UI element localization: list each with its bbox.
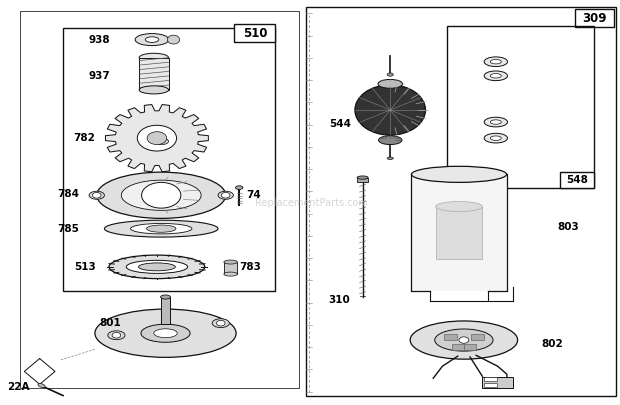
Text: 783: 783 [239,262,261,272]
Text: 310: 310 [329,295,350,305]
Ellipse shape [89,191,104,199]
Bar [471,334,484,340]
Ellipse shape [97,172,226,218]
Text: 513: 513 [74,262,95,272]
Bar [161,297,171,324]
Bar [464,344,476,350]
Ellipse shape [145,37,159,43]
Ellipse shape [224,260,237,264]
Text: 22A: 22A [7,382,29,392]
Ellipse shape [490,60,502,64]
Ellipse shape [379,136,402,145]
Ellipse shape [435,329,493,351]
Ellipse shape [378,79,402,88]
Ellipse shape [490,74,502,78]
Text: 803: 803 [557,222,579,232]
Text: 544: 544 [330,119,352,129]
Bar [412,174,507,291]
Ellipse shape [436,202,482,211]
Ellipse shape [355,85,425,135]
Text: 309: 309 [582,12,607,25]
Circle shape [141,182,181,208]
Ellipse shape [122,180,201,210]
Ellipse shape [141,324,190,342]
Ellipse shape [387,73,393,76]
Ellipse shape [218,191,233,199]
Ellipse shape [95,309,236,357]
Ellipse shape [131,224,192,234]
Text: 785: 785 [58,224,79,234]
Text: 937: 937 [89,71,110,81]
Polygon shape [24,358,55,384]
Ellipse shape [38,384,45,388]
Bar [484,383,497,387]
Ellipse shape [484,71,508,81]
Circle shape [221,192,230,198]
Ellipse shape [155,138,169,145]
Ellipse shape [490,136,502,141]
Ellipse shape [154,329,177,338]
Ellipse shape [236,186,243,190]
Circle shape [216,320,225,326]
Ellipse shape [490,120,502,124]
Ellipse shape [484,133,508,143]
Bar [234,24,275,43]
Circle shape [459,337,469,343]
Text: 802: 802 [542,339,564,349]
Bar [482,377,513,388]
Bar [20,11,299,388]
Text: 548: 548 [567,175,588,185]
Bar [445,334,456,340]
Ellipse shape [224,272,237,276]
Text: 784: 784 [58,190,79,199]
Ellipse shape [139,53,169,62]
Ellipse shape [108,331,125,340]
Bar [575,9,614,27]
Ellipse shape [484,117,508,127]
Bar [451,344,464,350]
Bar [63,28,275,291]
Ellipse shape [109,255,205,279]
Text: ReplacementParts.com: ReplacementParts.com [255,198,368,207]
Bar [357,177,368,182]
Polygon shape [105,104,208,172]
Circle shape [147,132,167,145]
Circle shape [137,125,177,151]
Ellipse shape [104,220,218,237]
Ellipse shape [412,166,507,182]
Bar [484,377,497,382]
Ellipse shape [212,319,229,328]
Bar [436,207,482,259]
Circle shape [92,192,101,198]
Text: 801: 801 [100,318,122,328]
Ellipse shape [167,35,180,44]
Ellipse shape [410,321,518,359]
Bar [446,26,594,188]
Text: 782: 782 [74,133,95,143]
Ellipse shape [146,225,176,232]
Ellipse shape [126,260,188,273]
Bar [139,58,169,90]
Text: 510: 510 [243,27,267,40]
Ellipse shape [138,263,175,271]
Bar [306,7,616,396]
Text: 74: 74 [246,190,260,200]
Ellipse shape [139,86,169,94]
Ellipse shape [484,57,508,66]
Circle shape [112,333,121,338]
Text: 938: 938 [89,34,110,45]
Ellipse shape [357,176,368,179]
Bar [560,173,594,188]
Ellipse shape [161,295,171,299]
Bar [224,262,237,274]
Ellipse shape [387,157,393,160]
Ellipse shape [135,34,169,46]
